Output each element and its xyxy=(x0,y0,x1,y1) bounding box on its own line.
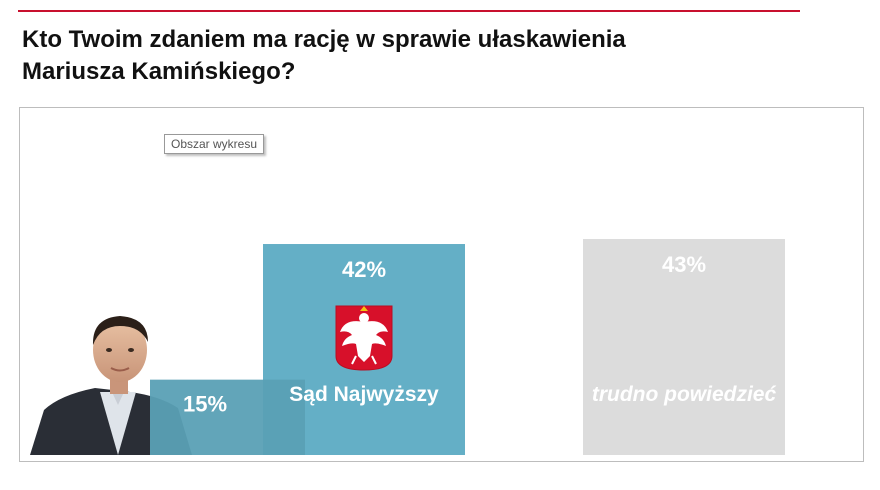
polish-eagle-icon xyxy=(335,305,393,371)
value-label-president: 15% xyxy=(183,392,227,417)
value-label-hard-to-say: 43% xyxy=(662,252,706,277)
top-accent-rule xyxy=(18,10,800,12)
bar-president[interactable] xyxy=(150,379,305,455)
page-title: Kto Twoim zdaniem ma rację w sprawie uła… xyxy=(22,24,782,88)
bar-hard-to-say[interactable] xyxy=(583,239,785,455)
title-line-1: Kto Twoim zdaniem ma rację w sprawie uła… xyxy=(22,26,626,53)
value-label-supreme-court: 42% xyxy=(342,257,386,282)
chart-area-tooltip: Obszar wykresu xyxy=(164,134,265,154)
category-label-hard-to-say: trudno powiedzieć xyxy=(592,383,777,406)
title-line-2: Mariusza Kamińskiego? xyxy=(22,58,296,85)
category-label-supreme-court: Sąd Najwyższy xyxy=(289,383,439,406)
